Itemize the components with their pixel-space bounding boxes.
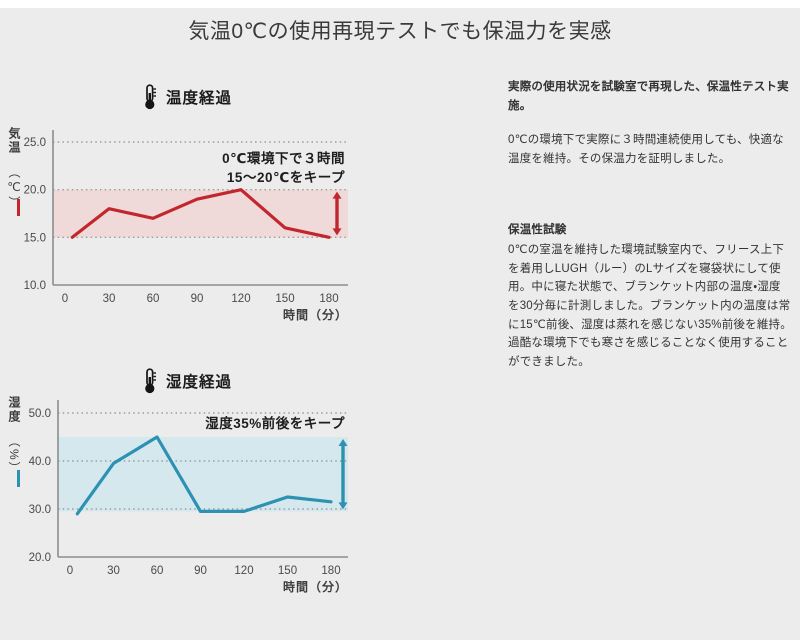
humidity-chart-header: 湿度経過 [143, 368, 232, 394]
temperature-chart: 25.0 20.0 15.0 10.0 0 30 60 90 120 150 180 時間（分） 0℃環… [24, 130, 348, 322]
y-axis-label-text: 湿度 [7, 396, 21, 424]
description-column: 実際の使用状況を試験室で再現した、保温性テスト実施。 0℃の環境下で実際に３時間… [508, 78, 792, 372]
test-summary-text: 0℃の環境下で実際に３時間連続使用しても、快適な温度を維持。その保温力を証明しま… [508, 134, 784, 165]
x-tick-label: 180 [321, 565, 340, 577]
x-tick-label: 150 [275, 293, 294, 305]
temperature-series-legend-mark [17, 199, 20, 216]
y-tick-label: 15.0 [24, 232, 46, 244]
y-tick-label: 20.0 [29, 552, 51, 564]
thermometer-icon [145, 368, 156, 394]
y-axis-unit-text: （%） [7, 435, 21, 477]
humidity-chart-title: 湿度経過 [166, 374, 233, 391]
arrow-head-up [332, 191, 342, 199]
temperature-chart-title: 温度経過 [166, 90, 233, 107]
thermometer-icon [145, 84, 156, 110]
x-axis-label: 時間（分） [283, 579, 348, 594]
chart-annotation: 0℃環境下で３時間 [222, 150, 345, 166]
series-line [70, 188, 331, 239]
x-tick-label: 150 [278, 565, 297, 577]
chart-annotation: 湿度35%前後をキープ [205, 415, 345, 431]
x-tick-label: 180 [319, 293, 338, 305]
humidity-chart: 50.0 40.0 30.0 20.0 0 30 60 90 120 150 180 時間（分） 湿度3… [29, 400, 348, 594]
x-tick-label: 60 [147, 293, 160, 305]
x-tick-label: 120 [234, 565, 253, 577]
x-tick-label: 90 [194, 565, 207, 577]
test-lead-text: 実際の使用状況を試験室で再現した、保温性テスト実施。 [508, 81, 789, 112]
humidity-series-legend-mark [17, 470, 20, 487]
y-tick-label: 30.0 [29, 504, 51, 516]
y-tick-label: 25.0 [24, 137, 46, 149]
y-tick-label: 10.0 [24, 280, 46, 292]
x-tick-label: 30 [103, 293, 116, 305]
series-line [75, 435, 333, 516]
y-tick-label: 40.0 [29, 456, 51, 468]
humidity-y-axis-label: 湿度 （%） [7, 396, 21, 477]
y-tick-label: 50.0 [29, 408, 51, 420]
top-white-strip [0, 0, 800, 8]
x-tick-label: 0 [62, 293, 68, 305]
y-tick-label: 20.0 [24, 185, 46, 197]
chart-annotation: 15〜20℃をキープ [227, 170, 345, 185]
test-detail-text: 0℃の室温を維持した環境試験室内で、フリース上下を着用しLUGH（ルー）のLサイ… [508, 244, 792, 368]
temperature-chart-header: 温度経過 [143, 84, 232, 110]
x-axis-label: 時間（分） [283, 307, 348, 322]
page-title: 気温0℃の使用再現テストでも保温力を実感 [188, 20, 612, 43]
arrow-head-down [332, 228, 342, 236]
test-section-heading: 保温性試験 [508, 223, 567, 236]
x-tick-label: 90 [191, 293, 204, 305]
x-tick-label: 0 [67, 565, 73, 577]
x-tick-label: 120 [231, 293, 250, 305]
arrow-head-up [338, 439, 348, 446]
y-axis-label-text: 気温 [7, 127, 21, 155]
x-tick-label: 30 [107, 565, 120, 577]
arrow-head-down [338, 502, 348, 510]
x-tick-label: 60 [151, 565, 164, 577]
